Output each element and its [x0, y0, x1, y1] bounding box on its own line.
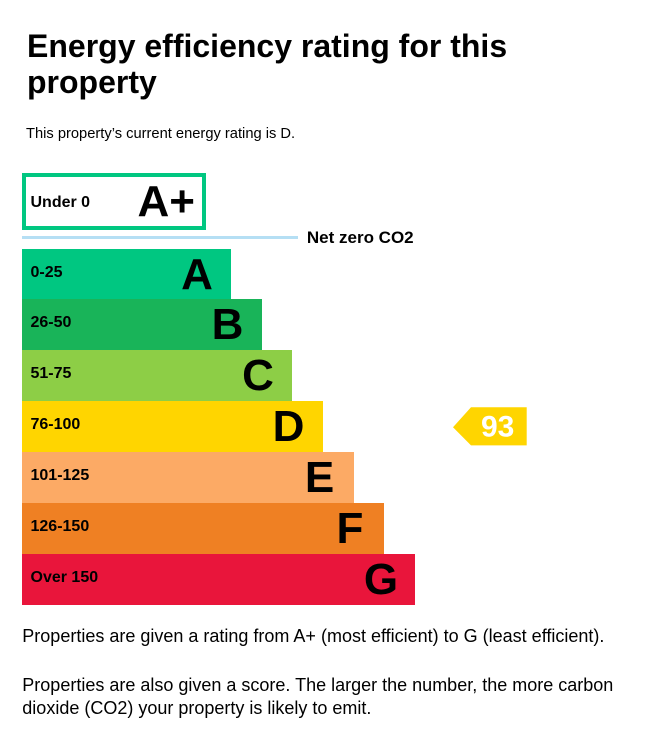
svg-text:93: 93: [481, 411, 514, 444]
